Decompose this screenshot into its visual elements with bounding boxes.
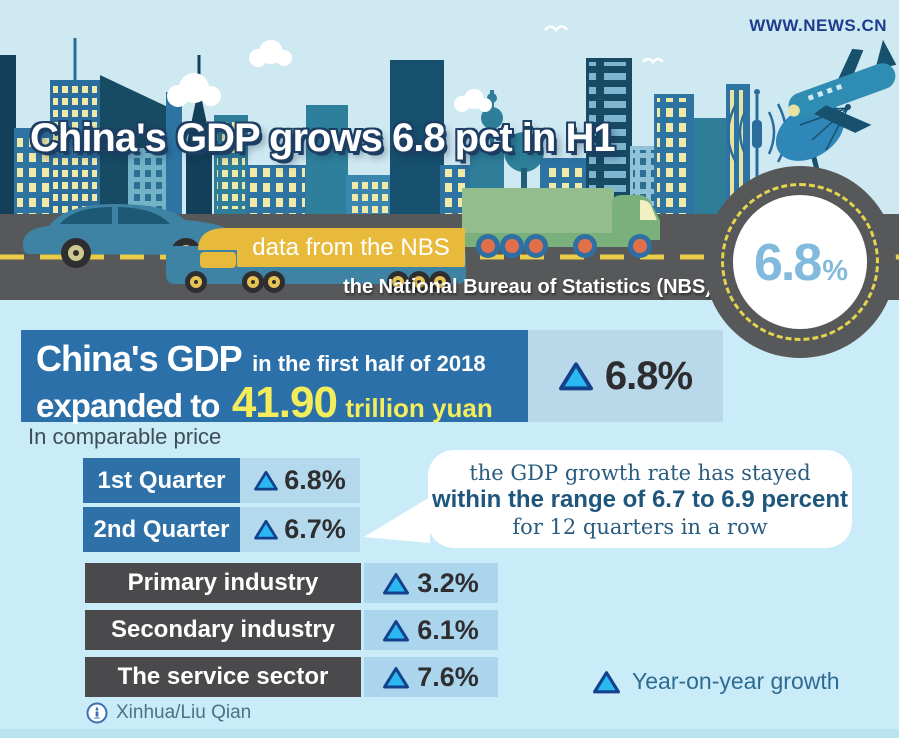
- industry-value: 6.1%: [364, 610, 498, 650]
- nbs-source-label: the National Bureau of Statistics (NBS): [343, 276, 712, 298]
- up-triangle-icon: [558, 362, 593, 391]
- headline: China's GDP grows 6.8 pct in H1: [30, 116, 616, 160]
- gdp-amount-unit: trillion yuan: [345, 393, 493, 423]
- callout-line2: within the range of 6.7 to 6.9 percent: [431, 486, 849, 513]
- callout-line3: for 12 quarters in a row: [512, 515, 768, 539]
- industry-value: 7.6%: [364, 657, 498, 697]
- speech-bubble: the GDP growth rate has stayed within th…: [428, 450, 852, 548]
- industry-label: The service sector: [85, 657, 361, 697]
- industry-value: 3.2%: [364, 563, 498, 603]
- clouds: [167, 40, 492, 112]
- credit: Xinhua/Liu Qian: [86, 702, 251, 724]
- industry-value-text: 7.6%: [417, 661, 479, 692]
- summary-title: China's GDP: [36, 338, 243, 379]
- up-triangle-icon: [383, 572, 410, 594]
- up-triangle-icon: [254, 519, 279, 540]
- xinhua-logo-icon: [86, 702, 108, 724]
- industry-value-text: 3.2%: [417, 567, 479, 598]
- summary-verb: expanded to: [36, 387, 220, 424]
- legend: Year-on-year growth: [593, 668, 840, 695]
- bird-icon: [544, 25, 664, 64]
- quarter-value: 6.7%: [240, 507, 360, 552]
- badge-value: 6.8: [753, 234, 822, 292]
- quarter-label: 2nd Quarter: [83, 507, 240, 552]
- gdp-amount: 41.90: [231, 378, 338, 427]
- up-triangle-icon: [383, 666, 410, 688]
- quarter-value: 6.8%: [240, 458, 360, 503]
- badge-unit: %: [822, 255, 848, 287]
- industry-row: The service sector 7.6%: [85, 657, 498, 697]
- legend-label: Year-on-year growth: [632, 668, 840, 694]
- up-triangle-icon: [593, 670, 620, 693]
- industry-value-text: 6.1%: [417, 614, 479, 645]
- up-triangle-icon: [254, 470, 279, 491]
- quarter-row: 2nd Quarter 6.7%: [83, 507, 360, 552]
- badge-dashed-ring: 6.8%: [721, 183, 879, 341]
- industry-label: Secondary industry: [85, 610, 361, 650]
- summary-growth: 6.8%: [528, 330, 723, 422]
- truck-banner: data from the NBS: [237, 228, 465, 267]
- quarter-value-text: 6.8%: [284, 465, 346, 495]
- speech-bubble-tail: [364, 497, 430, 543]
- badge-value-wrap: 6.8%: [733, 195, 867, 329]
- quarter-value-text: 6.7%: [284, 514, 346, 544]
- credit-label: Xinhua/Liu Qian: [116, 702, 252, 723]
- summary-period: in the first half of 2018: [252, 351, 486, 376]
- comparable-price-note: In comparable price: [28, 424, 222, 449]
- industry-label: Primary industry: [85, 563, 361, 603]
- bottom-strip: [0, 729, 899, 738]
- site-url[interactable]: WWW.NEWS.CN: [749, 16, 887, 35]
- quarter-row: 1st Quarter 6.8%: [83, 458, 360, 503]
- quarter-label: 1st Quarter: [83, 458, 240, 503]
- airplane-icon: [787, 39, 897, 133]
- growth-badge: 6.8%: [704, 166, 896, 358]
- summary-banner: China's GDP in the first half of 2018 ex…: [21, 330, 723, 427]
- summary-growth-value: 6.8%: [604, 353, 693, 398]
- up-triangle-icon: [383, 619, 410, 641]
- callout-line1: the GDP growth rate has stayed: [469, 461, 811, 485]
- green-truck-icon: [452, 188, 660, 258]
- industry-row: Secondary industry 6.1%: [85, 610, 498, 650]
- summary-text: China's GDP in the first half of 2018 ex…: [21, 330, 528, 427]
- industry-row: Primary industry 3.2%: [85, 563, 498, 603]
